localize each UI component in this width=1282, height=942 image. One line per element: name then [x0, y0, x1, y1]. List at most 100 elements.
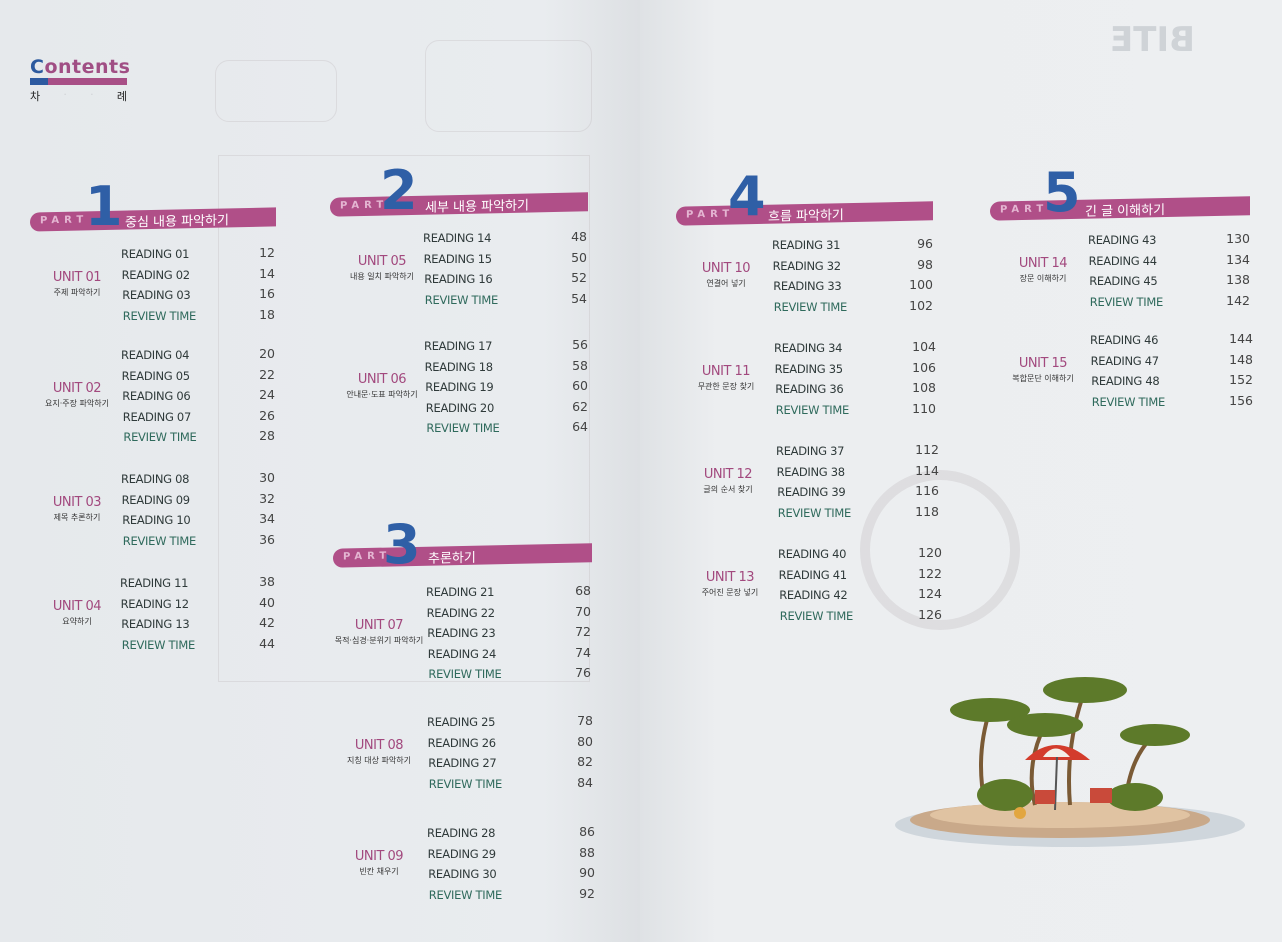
page-number: 16: [259, 286, 275, 302]
review-time-link[interactable]: REVIEW TIME: [428, 887, 502, 902]
reading-link[interactable]: READING 17: [424, 339, 493, 353]
reading-link[interactable]: READING 14: [423, 231, 492, 245]
reading-link[interactable]: READING 27: [428, 756, 497, 771]
reading-link[interactable]: READING 37: [776, 444, 845, 458]
unit-title[interactable]: UNIT 06: [357, 372, 407, 388]
unit-title[interactable]: UNIT 10: [701, 260, 751, 276]
contents-logo: Contents 차 · · 례: [30, 56, 130, 104]
unit-title[interactable]: UNIT 02: [52, 381, 102, 397]
page-number: 156: [1229, 392, 1253, 408]
page-number: 72: [575, 624, 591, 640]
unit-title[interactable]: UNIT 01: [52, 269, 102, 285]
page-number: 44: [259, 635, 275, 651]
review-time-link[interactable]: REVIEW TIME: [1091, 394, 1165, 409]
reading-link[interactable]: READING 29: [427, 846, 496, 861]
page-number: 142: [1226, 292, 1250, 308]
unit-title[interactable]: UNIT 09: [354, 848, 404, 864]
reading-link[interactable]: READING 41: [778, 567, 847, 582]
reading-link[interactable]: READING 06: [122, 389, 191, 404]
reading-link[interactable]: READING 24: [427, 646, 496, 661]
page-number: 64: [572, 419, 588, 435]
review-time-link[interactable]: REVIEW TIME: [122, 308, 196, 323]
review-time-link[interactable]: REVIEW TIME: [426, 421, 500, 436]
review-time-link[interactable]: REVIEW TIME: [779, 608, 853, 623]
review-time-link[interactable]: REVIEW TIME: [121, 637, 195, 652]
reading-link[interactable]: READING 02: [121, 267, 190, 282]
reading-link[interactable]: READING 08: [121, 472, 190, 486]
reading-link[interactable]: READING 46: [1090, 333, 1159, 347]
review-time-link[interactable]: REVIEW TIME: [775, 402, 849, 417]
reading-link[interactable]: READING 25: [427, 715, 496, 729]
reading-link[interactable]: READING 12: [120, 596, 189, 611]
review-time-link[interactable]: REVIEW TIME: [122, 533, 196, 548]
part-label: PART: [40, 214, 89, 227]
page-number: 36: [259, 531, 275, 547]
reading-link[interactable]: READING 36: [775, 382, 844, 397]
part-label: PART: [686, 208, 735, 221]
reading-link[interactable]: READING 33: [773, 279, 842, 294]
page-number: 134: [1226, 251, 1250, 267]
unit-title[interactable]: UNIT 05: [357, 253, 407, 269]
unit-title[interactable]: UNIT 12: [703, 466, 753, 482]
reading-link[interactable]: READING 35: [774, 361, 843, 376]
reading-link[interactable]: READING 04: [121, 348, 190, 362]
reading-link[interactable]: READING 28: [427, 826, 496, 840]
review-time-link[interactable]: REVIEW TIME: [773, 299, 847, 314]
unit-title[interactable]: UNIT 07: [354, 618, 404, 634]
page-number: 92: [579, 885, 595, 901]
review-time-link[interactable]: REVIEW TIME: [428, 667, 502, 682]
part-number: 5: [1043, 161, 1081, 224]
review-time-link[interactable]: REVIEW TIME: [123, 430, 197, 445]
reading-link[interactable]: READING 21: [426, 585, 495, 599]
contents-title: Contents: [30, 56, 131, 78]
reading-link[interactable]: READING 22: [426, 605, 495, 620]
page-number: 76: [575, 665, 591, 681]
reading-link[interactable]: READING 09: [121, 492, 190, 507]
reading-link[interactable]: READING 47: [1090, 353, 1159, 368]
unit-subtitle: 장문 이해하기: [1019, 273, 1067, 283]
review-time-link[interactable]: REVIEW TIME: [1089, 294, 1163, 309]
unit-title[interactable]: UNIT 15: [1018, 355, 1068, 371]
reading-link[interactable]: READING 07: [122, 409, 191, 424]
reading-link[interactable]: READING 11: [120, 576, 189, 590]
review-time-link[interactable]: REVIEW TIME: [424, 292, 498, 307]
reading-link[interactable]: READING 43: [1088, 233, 1157, 247]
reading-link[interactable]: READING 30: [428, 867, 497, 882]
reading-link[interactable]: READING 19: [425, 380, 494, 395]
reading-link[interactable]: READING 34: [774, 341, 843, 355]
reading-link[interactable]: READING 18: [424, 359, 493, 374]
reading-link[interactable]: READING 05: [121, 368, 190, 383]
unit-title[interactable]: UNIT 14: [1018, 255, 1068, 271]
background-faded-ring: [860, 470, 1020, 630]
reading-link[interactable]: READING 45: [1089, 274, 1158, 289]
reading-link[interactable]: READING 26: [427, 735, 496, 750]
unit-title[interactable]: UNIT 13: [705, 569, 755, 585]
reading-link[interactable]: READING 44: [1088, 253, 1157, 268]
reading-link[interactable]: READING 20: [425, 400, 494, 415]
reading-link[interactable]: READING 38: [776, 464, 845, 479]
reading-link[interactable]: READING 01: [121, 247, 190, 261]
reading-link[interactable]: READING 31: [772, 238, 841, 252]
review-time-link[interactable]: REVIEW TIME: [428, 776, 502, 791]
reading-link[interactable]: READING 03: [122, 288, 191, 303]
review-time-link[interactable]: REVIEW TIME: [777, 505, 851, 520]
page-number: 24: [259, 387, 275, 403]
reading-link[interactable]: READING 10: [122, 513, 191, 528]
page-number: 40: [259, 594, 275, 610]
page-number: 52: [571, 270, 587, 286]
reading-link[interactable]: READING 32: [772, 258, 841, 273]
part-number: 4: [728, 165, 766, 228]
reading-link[interactable]: READING 13: [121, 617, 190, 632]
unit-title[interactable]: UNIT 04: [52, 598, 102, 614]
unit-title[interactable]: UNIT 08: [354, 737, 404, 753]
unit-title[interactable]: UNIT 03: [52, 494, 102, 510]
reading-link[interactable]: READING 39: [777, 485, 846, 500]
reading-link[interactable]: READING 40: [778, 547, 847, 561]
reading-link[interactable]: READING 23: [427, 626, 496, 641]
unit-title[interactable]: UNIT 11: [701, 363, 751, 379]
page-number: 114: [915, 462, 939, 478]
reading-link[interactable]: READING 16: [424, 272, 493, 287]
reading-link[interactable]: READING 48: [1091, 374, 1160, 389]
reading-link[interactable]: READING 15: [423, 251, 492, 266]
reading-link[interactable]: READING 42: [779, 588, 848, 603]
